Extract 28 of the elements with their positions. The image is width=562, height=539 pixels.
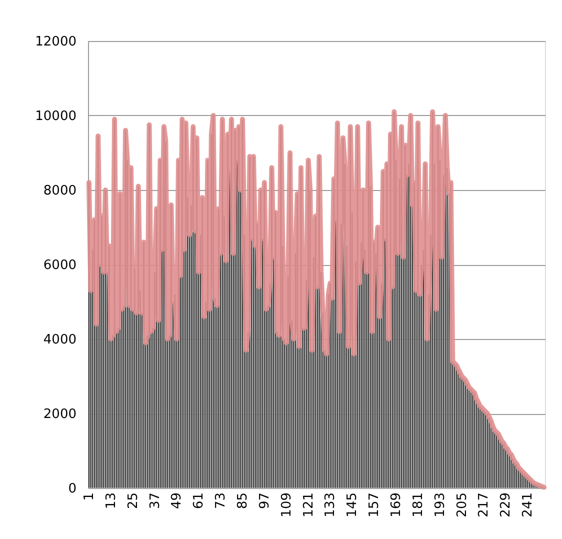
x-tick-label: 217 [476,492,492,518]
x-tick-label: 169 [389,492,404,518]
x-tick-label: 85 [235,492,250,510]
x-tick-label: 73 [214,492,229,510]
x-tick-label: 49 [170,492,185,510]
x-tick-label: 157 [367,492,382,518]
x-tick-label: 133 [323,492,338,518]
x-tick-label: 193 [432,492,448,518]
x-tick-label: 109 [279,492,294,518]
y-tick-label: 0 [68,482,76,496]
x-tick-label: 205 [454,492,470,518]
x-tick-label: 121 [301,492,316,518]
y-tick-label: 2000 [43,407,76,422]
y-tick-label: 6000 [43,258,76,273]
x-tick-label: 241 [520,492,536,518]
y-tick-label: 12000 [35,34,76,50]
x-tick-label: 37 [148,492,163,510]
y-tick-label: 10000 [35,109,76,124]
x-tick-label: 145 [345,492,360,518]
x-tick-label: 1 [82,492,97,501]
x-tick-label: 229 [498,492,514,518]
y-tick-label: 4000 [43,332,76,348]
x-tick-label: 61 [192,492,207,510]
x-tick-label: 181 [410,492,426,518]
y-tick-label: 8000 [43,184,76,198]
x-tick-label: 13 [104,492,119,510]
x-tick-label: 97 [257,492,272,510]
x-tick-label: 25 [126,492,141,510]
